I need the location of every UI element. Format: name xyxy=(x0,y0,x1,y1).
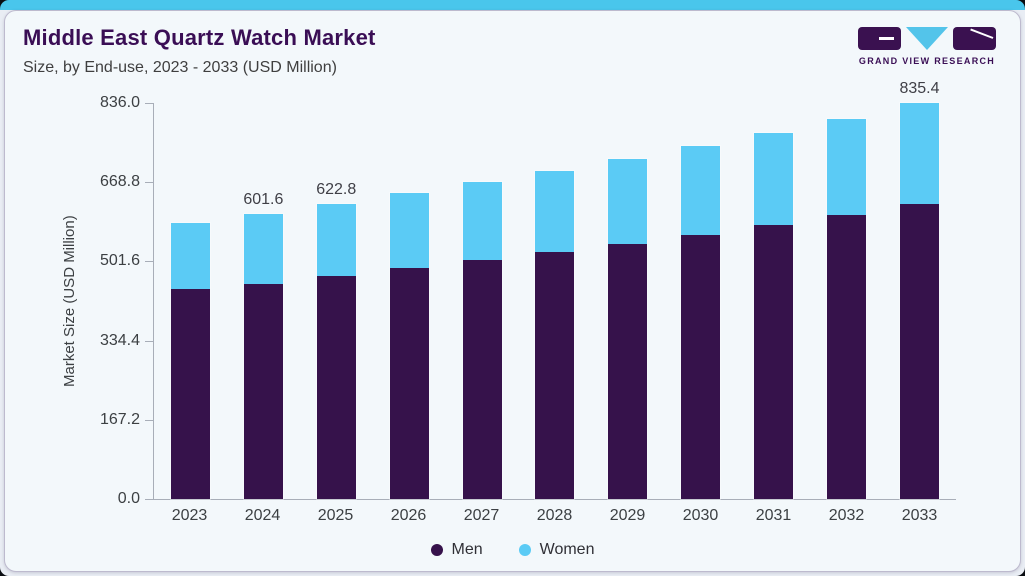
y-tick-mark xyxy=(145,103,154,104)
bar-column-2032 xyxy=(810,118,883,499)
bar-column-2031 xyxy=(737,133,810,499)
y-tick-label-501.6: 501.6 xyxy=(99,252,140,270)
bar-column-2027 xyxy=(446,182,519,499)
bar-segment-2031-men xyxy=(754,225,794,499)
total-label-2025: 622.8 xyxy=(316,181,357,199)
bar-segment-2033-women xyxy=(900,103,940,205)
bar-segment-2023-women xyxy=(170,223,210,290)
y-tick-label-836.0: 836.0 xyxy=(99,94,140,111)
y-tick-mark xyxy=(145,182,154,184)
logo-r-line xyxy=(970,28,994,39)
bar-column-2030 xyxy=(664,146,737,499)
bar-segment-2025-women xyxy=(316,204,356,276)
bar-column-2033: 835.4 xyxy=(883,80,956,499)
bars-row: 601.6 622.8 835.4 xyxy=(154,80,956,499)
bar-segment-2023-men xyxy=(170,289,210,499)
bar-segment-2029-men xyxy=(608,243,648,499)
x-axis-labels: 2023 2024 2025 2026 2027 2028 2029 2030 2031 2032… xyxy=(153,507,956,525)
chart-header: Middle East Quartz Watch Market Size, by… xyxy=(5,11,1020,103)
y-tick-mark xyxy=(145,499,154,500)
logo-letter-r-icon xyxy=(953,27,996,50)
bar-column-2025: 622.8 xyxy=(300,181,373,499)
total-label-2033: 835.4 xyxy=(899,80,940,98)
bar-stack-2030 xyxy=(681,146,721,499)
bar-segment-2030-men xyxy=(681,234,721,499)
bar-segment-2032-men xyxy=(827,215,867,499)
legend-label-men: Men xyxy=(451,541,483,558)
bar-column-2029 xyxy=(591,158,664,499)
bar-chart: Market Size (USD Million) 0.0 167.2 334.4 5… xyxy=(5,80,1020,571)
x-axis-label-2030: 2030 xyxy=(682,507,719,524)
bar-segment-2028-women xyxy=(535,171,575,252)
legend: Men Women xyxy=(5,541,1020,559)
legend-dot-men-icon xyxy=(430,544,443,556)
bar-stack-2026 xyxy=(389,193,429,499)
chart-card: Middle East Quartz Watch Market Size, by… xyxy=(4,10,1021,572)
bar-segment-2024-men xyxy=(243,283,283,499)
page-subtitle: Size, by End-use, 2023 - 2033 (USD Milli… xyxy=(23,59,337,76)
legend-label-women: Women xyxy=(539,541,595,558)
bar-stack-2027 xyxy=(462,182,502,499)
y-axis-title: Market Size (USD Million) xyxy=(61,215,78,387)
bar-stack-2032 xyxy=(827,118,867,499)
x-axis-label-2023: 2023 xyxy=(171,507,208,524)
total-label-2024: 601.6 xyxy=(243,191,284,209)
logo-letter-v-icon xyxy=(906,27,948,50)
y-tick-label-668.8: 668.8 xyxy=(99,173,140,191)
bar-segment-2030-women xyxy=(681,146,721,235)
logo-marks xyxy=(858,27,996,50)
x-axis-label-2026: 2026 xyxy=(390,507,427,524)
grand-view-research-logo: GRAND VIEW RESEARCH xyxy=(858,27,996,66)
y-tick-label-0.0: 0.0 xyxy=(117,490,140,507)
x-axis-label-2032: 2032 xyxy=(828,507,865,524)
x-axis-label-2029: 2029 xyxy=(609,507,646,524)
bar-stack-2023 xyxy=(170,223,210,499)
logo-letter-g-icon xyxy=(858,27,901,50)
logo-text: GRAND VIEW RESEARCH xyxy=(858,56,996,66)
x-axis-label-2031: 2031 xyxy=(755,507,792,524)
bar-segment-2027-men xyxy=(462,259,502,499)
bar-segment-2024-women xyxy=(243,214,283,284)
legend-dot-women-icon xyxy=(518,544,531,556)
y-tick-mark xyxy=(145,261,154,263)
bar-column-2026 xyxy=(373,193,446,499)
page-title: Middle East Quartz Watch Market xyxy=(23,25,376,50)
bar-stack-2029 xyxy=(608,158,648,499)
bar-segment-2026-women xyxy=(389,193,429,269)
bar-segment-2029-women xyxy=(608,158,648,244)
y-tick-label-334.4: 334.4 xyxy=(99,331,140,349)
bar-stack-2031 xyxy=(754,133,794,499)
logo-g-line xyxy=(879,37,894,40)
bar-segment-2025-men xyxy=(316,275,356,499)
bar-segment-2031-women xyxy=(754,133,794,225)
legend-item-men: Men xyxy=(430,541,483,559)
y-tick-mark xyxy=(145,340,154,342)
top-accent-bar xyxy=(0,0,1025,10)
bar-segment-2033-men xyxy=(900,204,940,499)
bar-column-2028 xyxy=(519,171,592,499)
legend-item-women: Women xyxy=(518,541,595,559)
page-frame: Middle East Quartz Watch Market Size, by… xyxy=(0,10,1025,576)
x-axis-label-2025: 2025 xyxy=(317,507,354,524)
x-axis-label-2028: 2028 xyxy=(536,507,573,524)
y-tick-label-167.2: 167.2 xyxy=(99,410,140,428)
x-axis-label-2027: 2027 xyxy=(463,507,500,524)
bar-stack-2025 xyxy=(316,204,356,499)
bar-segment-2027-women xyxy=(462,182,502,260)
x-axis-label-2024: 2024 xyxy=(244,507,281,524)
bar-segment-2032-women xyxy=(827,118,867,216)
bar-segment-2026-men xyxy=(389,268,429,499)
bar-column-2023 xyxy=(154,223,227,499)
bar-stack-2024 xyxy=(243,214,283,499)
bar-stack-2028 xyxy=(535,171,575,499)
y-tick-mark xyxy=(145,419,154,421)
plot-area: 0.0 167.2 334.4 501.6 668.8 836.0 601.6 622.8 83… xyxy=(100,80,956,507)
bar-column-2024: 601.6 xyxy=(227,191,300,499)
x-axis-label-2033: 2033 xyxy=(901,507,938,524)
bar-segment-2028-men xyxy=(535,251,575,499)
bar-stack-2033 xyxy=(900,103,940,499)
